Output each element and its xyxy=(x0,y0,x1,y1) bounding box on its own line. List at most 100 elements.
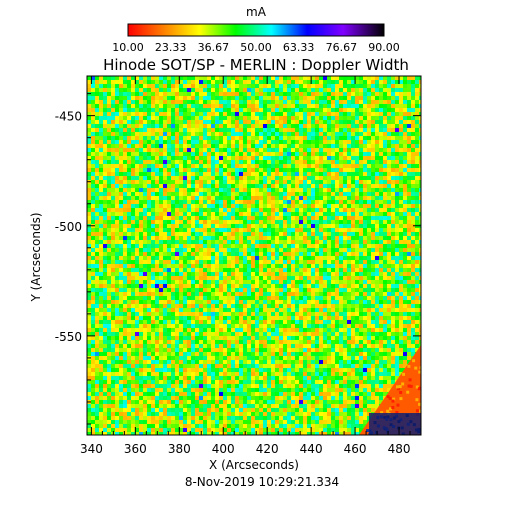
heatmap-cell xyxy=(127,84,131,88)
heatmap-cell xyxy=(391,136,395,140)
heatmap-cell xyxy=(319,304,323,308)
heatmap-cell xyxy=(323,84,327,88)
heatmap-cell xyxy=(127,104,131,108)
heatmap-cell xyxy=(279,288,283,292)
heatmap-cell xyxy=(271,176,275,180)
heatmap-cell xyxy=(259,292,263,296)
heatmap-cell xyxy=(403,292,407,296)
heatmap-cell xyxy=(403,132,407,136)
heatmap-cell xyxy=(351,224,355,228)
heatmap-cell xyxy=(107,220,111,224)
heatmap-cell xyxy=(131,88,135,92)
heatmap-cell xyxy=(307,236,311,240)
heatmap-cell xyxy=(175,272,179,276)
heatmap-cell xyxy=(99,244,103,248)
heatmap-cell xyxy=(95,180,99,184)
heatmap-cell xyxy=(167,76,171,80)
heatmap-cell xyxy=(171,144,175,148)
heatmap-cell xyxy=(167,236,171,240)
heatmap-cell xyxy=(103,88,107,92)
heatmap-cell xyxy=(347,216,351,220)
heatmap-cell xyxy=(215,184,219,188)
heatmap-cell xyxy=(103,136,107,140)
heatmap-cell xyxy=(331,208,335,212)
heatmap-cell xyxy=(255,280,259,284)
heatmap-cell xyxy=(211,88,215,92)
heatmap-cell xyxy=(295,192,299,196)
heatmap-cell xyxy=(407,116,411,120)
heatmap-cell xyxy=(247,172,251,176)
heatmap-cell xyxy=(379,244,383,248)
heatmap-cell xyxy=(267,176,271,180)
heatmap-cell xyxy=(163,268,167,272)
heatmap-cell xyxy=(259,92,263,96)
heatmap-cell xyxy=(411,204,415,208)
heatmap-cell xyxy=(107,276,111,280)
heatmap-cell xyxy=(387,192,391,196)
heatmap-cell xyxy=(383,188,387,192)
heatmap-cell xyxy=(323,196,327,200)
heatmap-cell xyxy=(363,168,367,172)
heatmap-cell xyxy=(175,100,179,104)
heatmap-cell xyxy=(383,272,387,276)
heatmap-cell xyxy=(311,260,315,264)
heatmap-cell xyxy=(251,80,255,84)
heatmap-cell xyxy=(347,292,351,296)
heatmap-cell xyxy=(367,100,371,104)
heatmap-cell xyxy=(379,96,383,100)
heatmap-cell xyxy=(411,260,415,264)
heatmap-cell xyxy=(407,224,411,228)
heatmap-cell xyxy=(403,184,407,188)
heatmap-cell xyxy=(379,144,383,148)
heatmap-cell xyxy=(111,288,115,292)
heatmap-cell xyxy=(255,264,259,268)
heatmap-cell xyxy=(279,264,283,268)
heatmap-cell xyxy=(215,168,219,172)
heatmap-cell xyxy=(147,108,151,112)
heatmap-cell xyxy=(215,208,219,212)
heatmap-cell xyxy=(95,164,99,168)
heatmap-cell xyxy=(167,260,171,264)
heatmap-cell xyxy=(279,108,283,112)
heatmap-cell xyxy=(207,228,211,232)
heatmap-cell xyxy=(319,300,323,304)
heatmap-cell xyxy=(243,108,247,112)
heatmap-cell xyxy=(179,252,183,256)
heatmap-cell xyxy=(295,180,299,184)
heatmap-cell xyxy=(347,92,351,96)
heatmap-cell xyxy=(407,268,411,272)
heatmap-cell xyxy=(203,112,207,116)
heatmap-cell xyxy=(323,148,327,152)
heatmap-cell xyxy=(355,272,359,276)
heatmap-cell xyxy=(131,200,135,204)
heatmap-cell xyxy=(399,236,403,240)
heatmap-cell xyxy=(387,116,391,120)
heatmap-cell xyxy=(331,288,335,292)
heatmap-cell xyxy=(303,256,307,260)
heatmap-cell xyxy=(399,304,403,308)
heatmap-cell xyxy=(223,256,227,260)
heatmap-cell xyxy=(115,164,119,168)
heatmap-cell xyxy=(139,204,143,208)
heatmap-cell xyxy=(311,220,315,224)
heatmap-cell xyxy=(371,168,375,172)
heatmap-cell xyxy=(111,80,115,84)
heatmap-cell xyxy=(291,204,295,208)
heatmap-cell xyxy=(195,228,199,232)
heatmap-cell xyxy=(115,148,119,152)
heatmap-cell xyxy=(391,76,395,80)
heatmap-cell xyxy=(247,240,251,244)
heatmap-cell xyxy=(211,116,215,120)
heatmap-cell xyxy=(395,304,399,308)
heatmap-cell xyxy=(87,76,91,80)
heatmap-cell xyxy=(407,256,411,260)
heatmap-cell xyxy=(295,160,299,164)
heatmap-cell xyxy=(119,240,123,244)
heatmap-cell xyxy=(267,144,271,148)
heatmap-cell xyxy=(379,120,383,124)
heatmap-cell xyxy=(363,228,367,232)
heatmap-cell xyxy=(235,188,239,192)
heatmap-cell xyxy=(363,220,367,224)
heatmap-cell xyxy=(323,192,327,196)
heatmap-cell xyxy=(263,284,267,288)
